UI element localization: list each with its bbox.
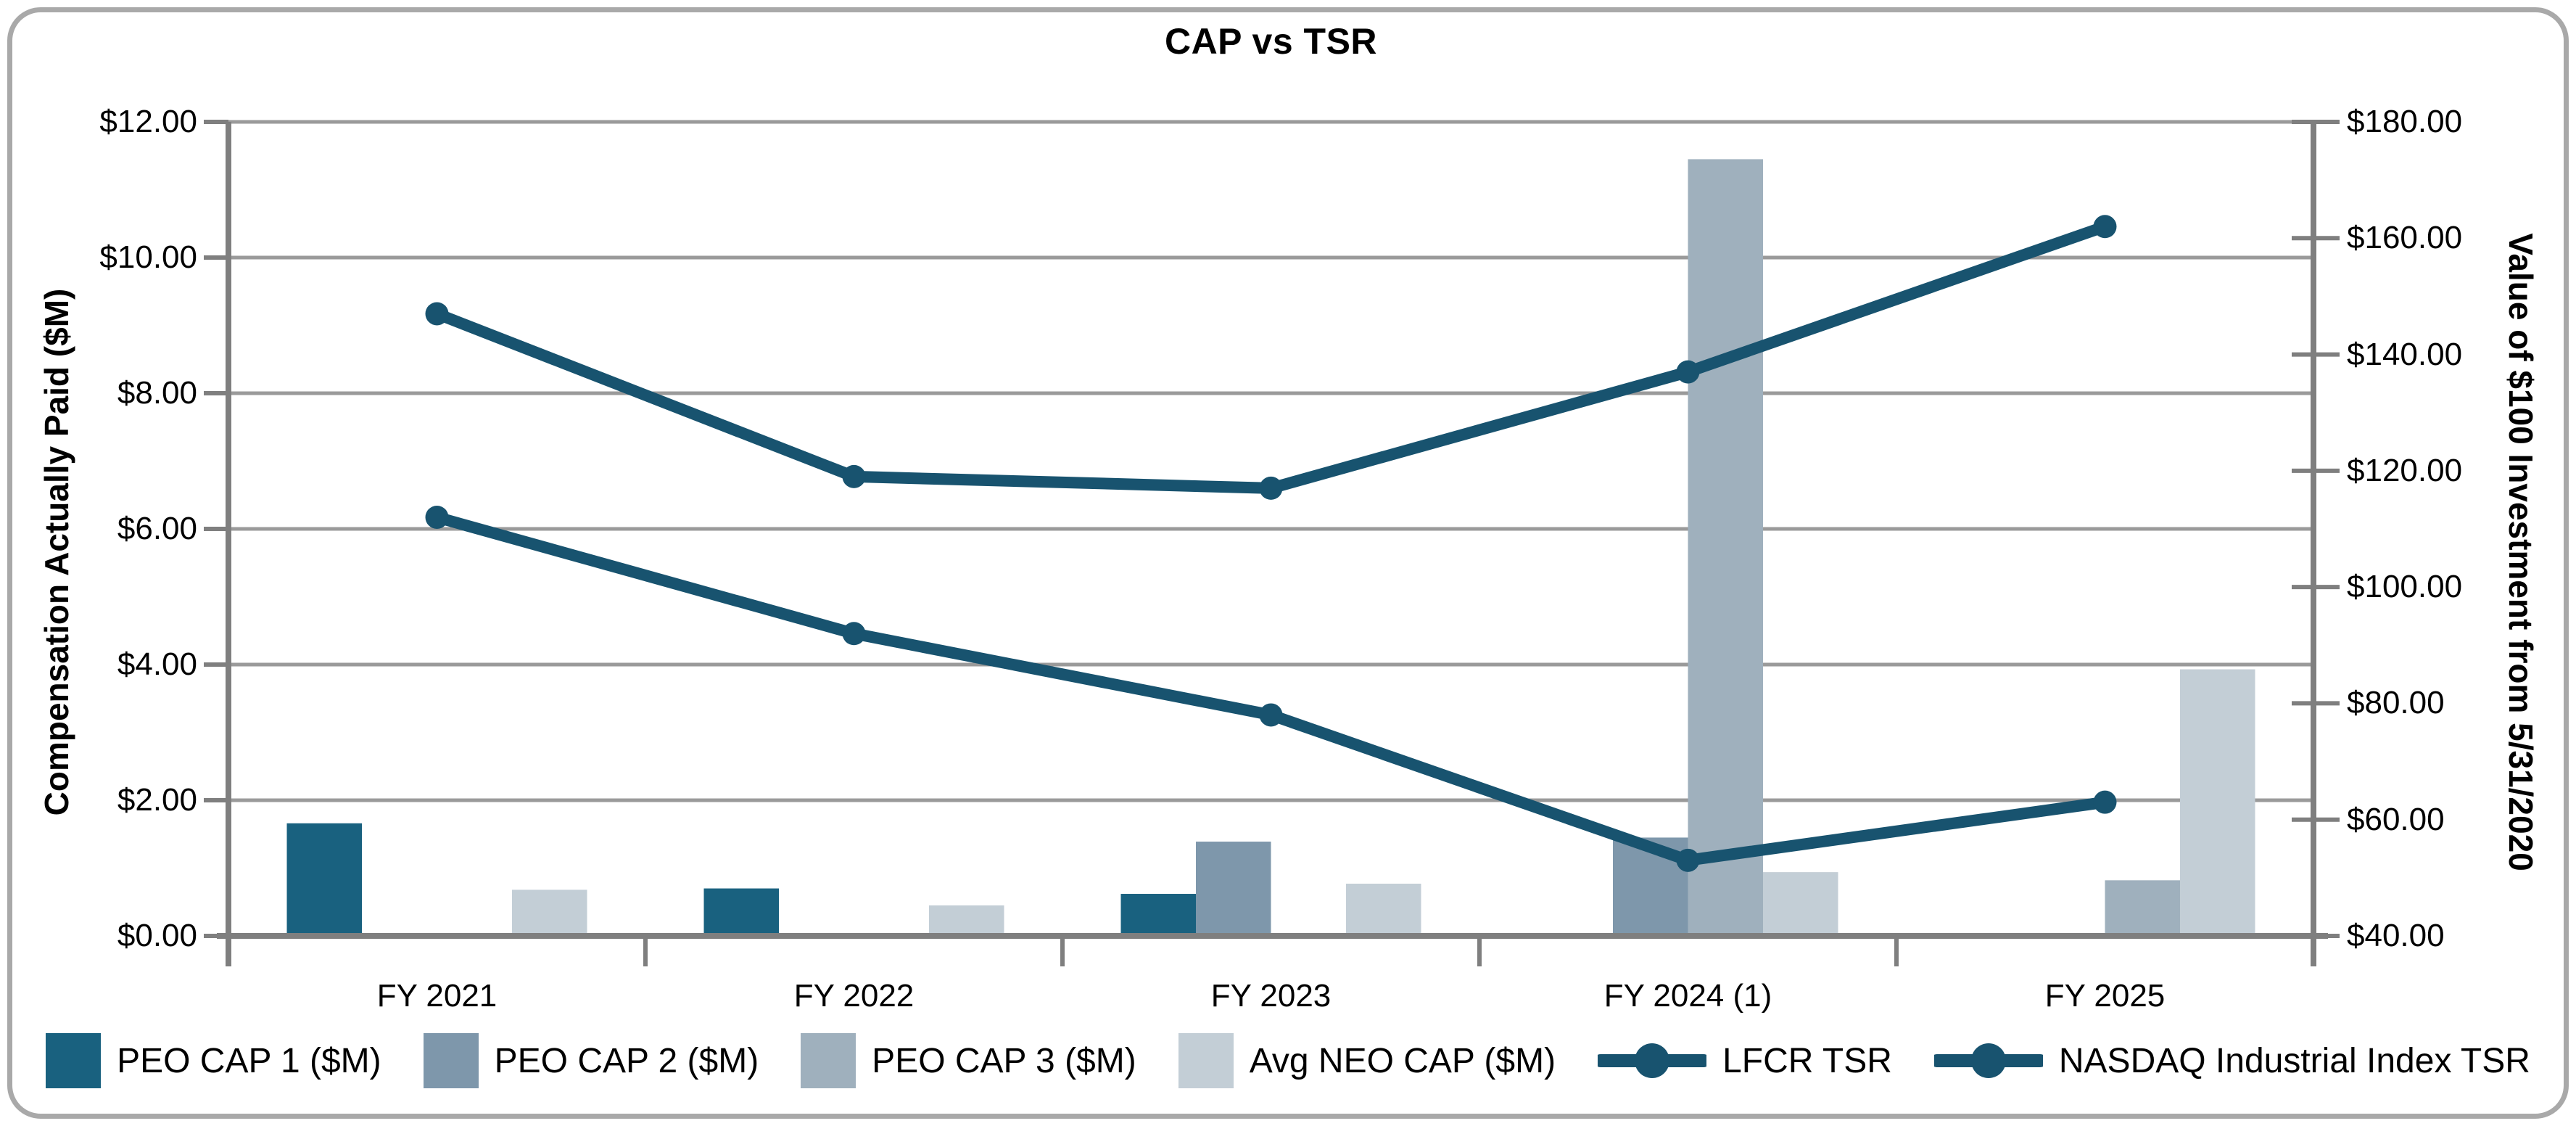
bar-peo-cap-1-m-fy-2021 — [286, 823, 362, 936]
y-right-tick-label: $80.00 — [2347, 685, 2445, 721]
y-left-tick-label: $8.00 — [117, 375, 197, 411]
legend-item-lfcr-tsr: LFCR TSR — [1598, 1041, 1892, 1081]
y-left-tick-label: $2.00 — [117, 782, 197, 818]
bar-avg-neo-cap-m-fy-2024-1 — [1763, 872, 1838, 936]
legend-label: PEO CAP 1 ($M) — [117, 1041, 381, 1080]
legend-item-peo-cap-2-m: PEO CAP 2 ($M) — [423, 1033, 759, 1088]
x-axis-category-label: FY 2024 (1) — [1603, 978, 1772, 1014]
marker-lfcr-tsr-fy-2021 — [425, 505, 449, 529]
y-right-tick-label: $180.00 — [2347, 104, 2463, 139]
legend-swatch-icon — [423, 1033, 479, 1088]
marker-nasdaq-industrial-index-tsr-fy-2023 — [1259, 476, 1283, 500]
legend-line-marker-icon — [1933, 1043, 2043, 1078]
marker-nasdaq-industrial-index-tsr-fy-2021 — [425, 302, 449, 326]
legend-item-avg-neo-cap-m: Avg NEO CAP ($M) — [1178, 1033, 1556, 1088]
line-lfcr-tsr — [431, 511, 2111, 866]
y-left-tick-label: $6.00 — [117, 511, 197, 546]
y-left-tick-label: $4.00 — [117, 646, 197, 682]
legend-item-peo-cap-1-m: PEO CAP 1 ($M) — [46, 1033, 381, 1088]
marker-lfcr-tsr-fy-2024-1 — [1676, 848, 1700, 872]
bar-avg-neo-cap-m-fy-2025 — [2180, 669, 2255, 936]
legend-label: PEO CAP 2 ($M) — [494, 1041, 759, 1080]
legend-swatch-icon — [801, 1033, 856, 1088]
line-nasdaq-industrial-index-tsr — [431, 221, 2111, 494]
x-axis-category-label: FY 2021 — [376, 978, 498, 1014]
y-left-tick-label: $0.00 — [117, 918, 197, 953]
bar-peo-cap-1-m-fy-2023 — [1120, 894, 1196, 936]
y-right-tick-label: $120.00 — [2347, 452, 2463, 488]
bar-peo-cap-2-m-fy-2023 — [1196, 842, 1271, 936]
chart-title: CAP vs TSR — [1164, 21, 1378, 62]
legend-item-peo-cap-3-m: PEO CAP 3 ($M) — [801, 1033, 1136, 1088]
legend-item-nasdaq-industrial-index-tsr: NASDAQ Industrial Index TSR — [1933, 1041, 2530, 1081]
bar-peo-cap-1-m-fy-2022 — [703, 888, 779, 936]
y-right-tick-label: $100.00 — [2347, 569, 2463, 605]
bar-avg-neo-cap-m-fy-2023 — [1346, 884, 1421, 936]
bar-avg-neo-cap-m-fy-2022 — [929, 905, 1004, 936]
bar-peo-cap-3-m-fy-2024-1 — [1688, 159, 1763, 936]
legend-label: Avg NEO CAP ($M) — [1249, 1041, 1556, 1080]
marker-nasdaq-industrial-index-tsr-fy-2022 — [842, 464, 866, 488]
marker-nasdaq-industrial-index-tsr-fy-2024-1 — [1676, 360, 1700, 384]
y-right-tick-label: $60.00 — [2347, 801, 2445, 837]
legend-label: LFCR TSR — [1722, 1041, 1892, 1080]
x-axis-category-label: FY 2022 — [793, 978, 915, 1014]
marker-lfcr-tsr-fy-2023 — [1259, 703, 1283, 727]
bar-avg-neo-cap-m-fy-2021 — [512, 889, 587, 936]
x-axis-category-label: FY 2025 — [2044, 978, 2166, 1014]
y-left-tick-label: $12.00 — [99, 104, 197, 139]
legend-swatch-icon — [1178, 1033, 1234, 1088]
legend-label: PEO CAP 3 ($M) — [872, 1041, 1136, 1080]
marker-lfcr-tsr-fy-2025 — [2093, 790, 2117, 814]
legend-label: NASDAQ Industrial Index TSR — [2058, 1041, 2530, 1080]
y-right-tick-label: $40.00 — [2347, 918, 2445, 953]
legend-swatch-icon — [46, 1033, 102, 1088]
legend-line-marker-icon — [1598, 1043, 1707, 1078]
y-right-tick-label: $140.00 — [2347, 336, 2463, 372]
marker-lfcr-tsr-fy-2022 — [842, 622, 866, 646]
y-left-tick-label: $10.00 — [99, 239, 197, 275]
bar-peo-cap-3-m-fy-2025 — [2105, 880, 2180, 936]
chart-legend: PEO CAP 1 ($M) PEO CAP 2 ($M) PEO CAP 3 ($… — [0, 1024, 2576, 1097]
marker-nasdaq-industrial-index-tsr-fy-2025 — [2093, 215, 2117, 239]
y-right-tick-label: $160.00 — [2347, 220, 2463, 256]
x-axis-category-label: FY 2023 — [1210, 978, 1332, 1014]
